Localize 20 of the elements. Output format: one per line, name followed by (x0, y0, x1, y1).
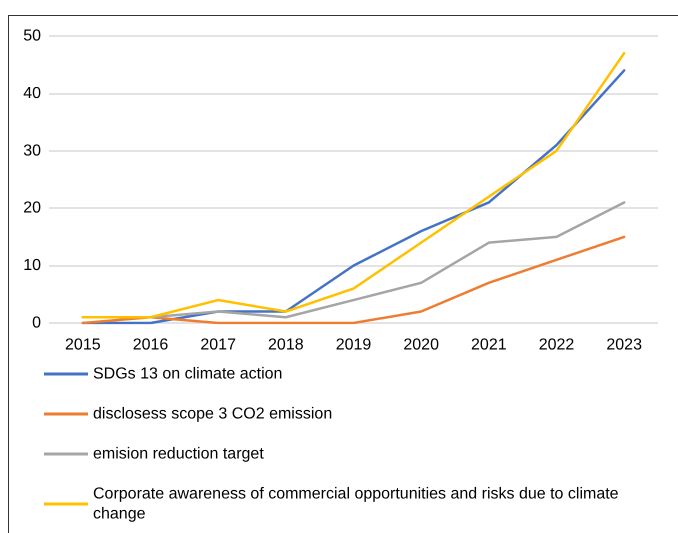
x-tick-label: 2019 (336, 336, 372, 354)
y-tick-label: 10 (23, 257, 42, 274)
y-tick-label: 30 (23, 142, 42, 160)
y-tick-label: 40 (23, 84, 42, 102)
x-tick-label: 2020 (403, 336, 440, 354)
line-series (82, 236, 626, 324)
y-tick-label: 50 (23, 28, 42, 44)
x-tick-label: 2018 (268, 336, 304, 354)
x-tick-label: 2015 (65, 336, 101, 354)
x-tick-label: 2023 (606, 336, 642, 354)
x-tick-label: 2021 (471, 336, 507, 354)
y-tick-label: 20 (23, 200, 42, 217)
legend-label: SDGs 13 on climate action (93, 366, 282, 382)
legend-label: disclosess scope 3 CO2 emission (93, 406, 332, 422)
x-tick-label: 2022 (538, 336, 574, 354)
x-tick-label: 2016 (132, 336, 168, 354)
legend-label: emision reduction target (93, 446, 264, 462)
legend-label: Corporate awareness of commercial opportunities and risks due to climate change (93, 486, 624, 522)
x-tick-label: 2017 (200, 336, 236, 354)
y-tick-label: 0 (32, 314, 42, 332)
